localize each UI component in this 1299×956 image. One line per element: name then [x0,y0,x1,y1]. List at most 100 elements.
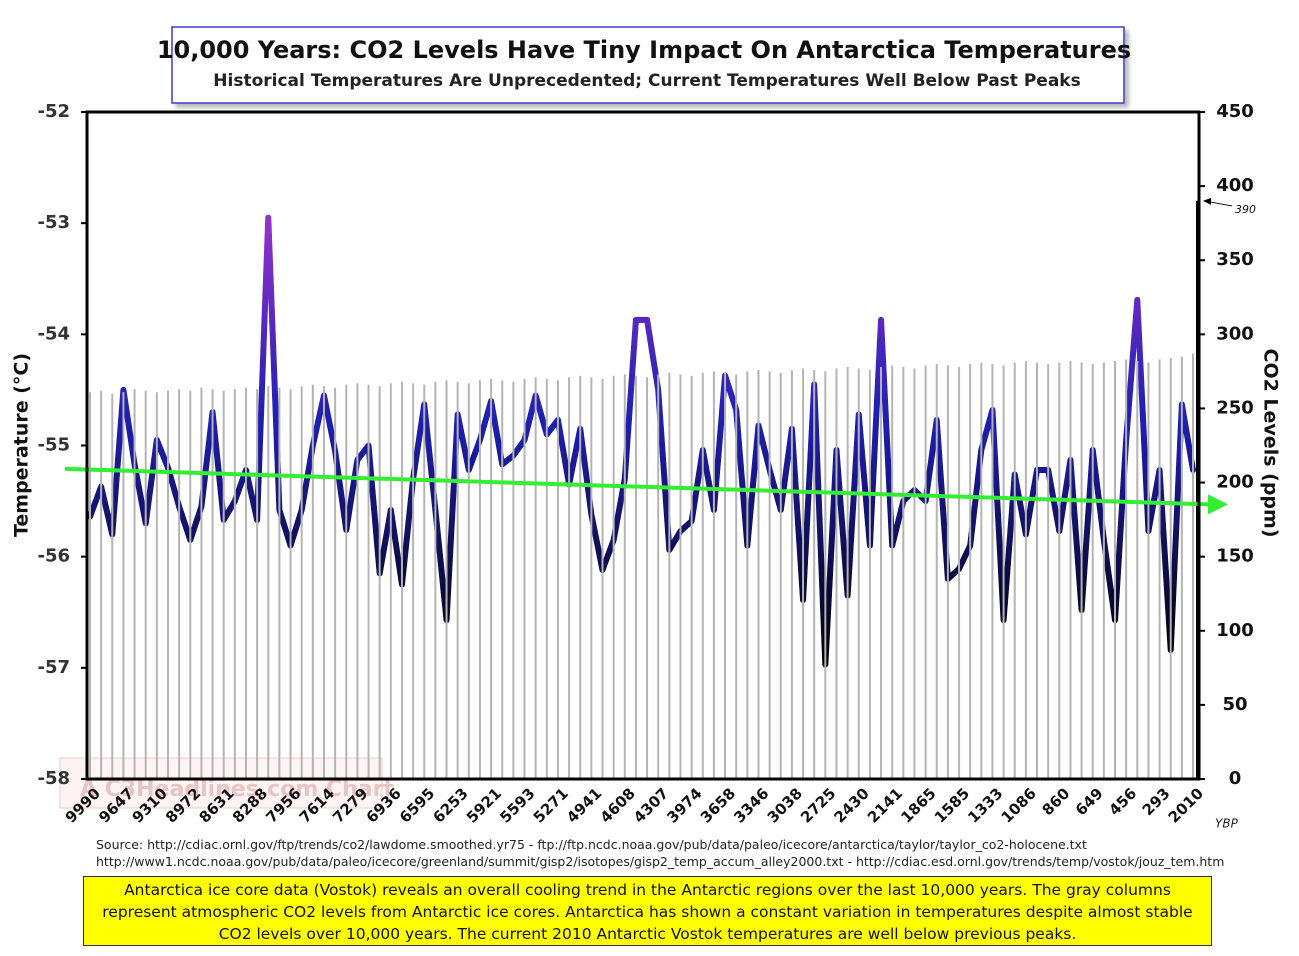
co2-column [980,362,983,779]
co2-column [278,387,281,779]
chart-title: 10,000 Years: CO2 Levels Have Tiny Impac… [157,36,1131,64]
co2-column [701,372,704,779]
x-tick-label: 3346 [730,784,772,826]
y2-tick-label: 50 [1222,694,1247,715]
y2-tick-label: 200 [1216,472,1254,493]
co2-column [322,386,325,779]
co2-column [757,369,760,779]
co2-column [289,389,292,779]
current-co2-arrowhead [1203,197,1211,205]
co2-column [89,392,91,779]
co2-column [935,363,938,779]
note-box: Antarctica ice core data (Vostok) reveal… [83,876,1212,946]
y2-tick-label: 0 [1229,768,1242,789]
co2-column [779,372,782,779]
x-tick-label: 1865 [897,784,939,826]
y-tick-label: -52 [37,101,70,122]
co2-column [256,389,259,779]
y-tick-label: -53 [37,212,70,233]
co2-column [467,383,470,779]
trend-arrowhead [1208,494,1228,515]
y2-tick-label: 250 [1216,397,1254,418]
source-line: http://www1.ncdc.noaa.gov/pub/data/paleo… [96,854,1225,869]
co2-column [501,380,504,779]
x-tick-label: 1333 [964,784,1006,826]
y-axis-label: Temperature (°C) [11,353,33,537]
co2-column [568,377,571,779]
y2-axis-label: CO2 Levels (ppm) [1260,349,1282,538]
y2-tick-label: 150 [1216,546,1254,567]
co2-column [790,369,793,779]
x-tick-label: 5921 [463,784,505,826]
x-tick-label: 1585 [931,784,973,826]
co2-column [1047,363,1050,779]
co2-column [122,392,125,779]
co2-column [991,363,994,779]
source-line: Source: http://cdiac.ornl.gov/ftp/trends… [96,837,1087,852]
chart-subtitle: Historical Temperatures Are Unprecedente… [213,71,1080,91]
co2-column [345,384,348,779]
co2-column [634,375,637,779]
co2-column [668,372,671,779]
co2-column [958,366,961,779]
plot-area: -58 -57 -56 -55 -54 -53 -52 0 50 100 150 200 250 300 3… [37,101,1256,827]
x-tick-label: 1086 [998,784,1040,826]
co2-column [601,378,604,779]
y-tick-label: -55 [37,435,70,456]
co2-column [768,371,771,779]
x-tick-label: 5593 [496,784,538,826]
x-tick-label: 2725 [797,784,839,826]
co2-column [846,366,849,779]
co2-column [233,389,236,779]
y2-tick-label: 400 [1216,175,1254,196]
co2-column [367,384,370,779]
x-tick-label: 860 [1038,784,1073,819]
co2-column [891,365,894,779]
co2-column [1036,362,1039,779]
co2-column [646,377,649,779]
co2-column [1024,361,1027,779]
co2-column [679,374,682,779]
co2-column [356,383,359,779]
current-co2-label: 390 [1235,203,1256,216]
co2-column [478,380,481,779]
co2-column [1180,356,1183,779]
co2-column [1147,362,1150,779]
co2-column [824,371,827,779]
trend-line [64,466,1211,507]
x-tick-label: 6595 [396,784,438,826]
co2-column [300,386,303,779]
x-tick-label: 5271 [530,784,572,826]
co2-column [434,381,437,779]
co2-column [802,368,805,779]
co2-column [735,374,738,779]
co2-column [880,366,883,779]
co2-column [423,384,426,779]
co2-column [378,386,381,779]
co2-column [813,369,816,779]
co2-column [1136,361,1139,779]
co2-column [545,378,548,779]
co2-column [166,390,169,779]
x-tick-label: 3038 [764,784,806,826]
sources: Source: http://cdiac.ornl.gov/ftp/trends… [96,836,1236,870]
co2-column [211,389,214,779]
co2-column [712,371,715,779]
co2-column [445,380,448,779]
co2-column [1169,358,1172,779]
co2-column [155,392,158,779]
co2-column [746,371,749,779]
co2-column [534,377,537,779]
co2-column [556,380,559,779]
co2-column [311,384,314,779]
co2-column [657,374,660,779]
x-unit: YBP [1215,817,1239,831]
co2-column [133,389,136,779]
co2-column [200,387,203,779]
co2-column [612,375,615,779]
co2-column [946,365,949,779]
co2-column [590,377,593,779]
plot-frame [85,110,1201,781]
y-tick-label: -57 [37,657,70,678]
